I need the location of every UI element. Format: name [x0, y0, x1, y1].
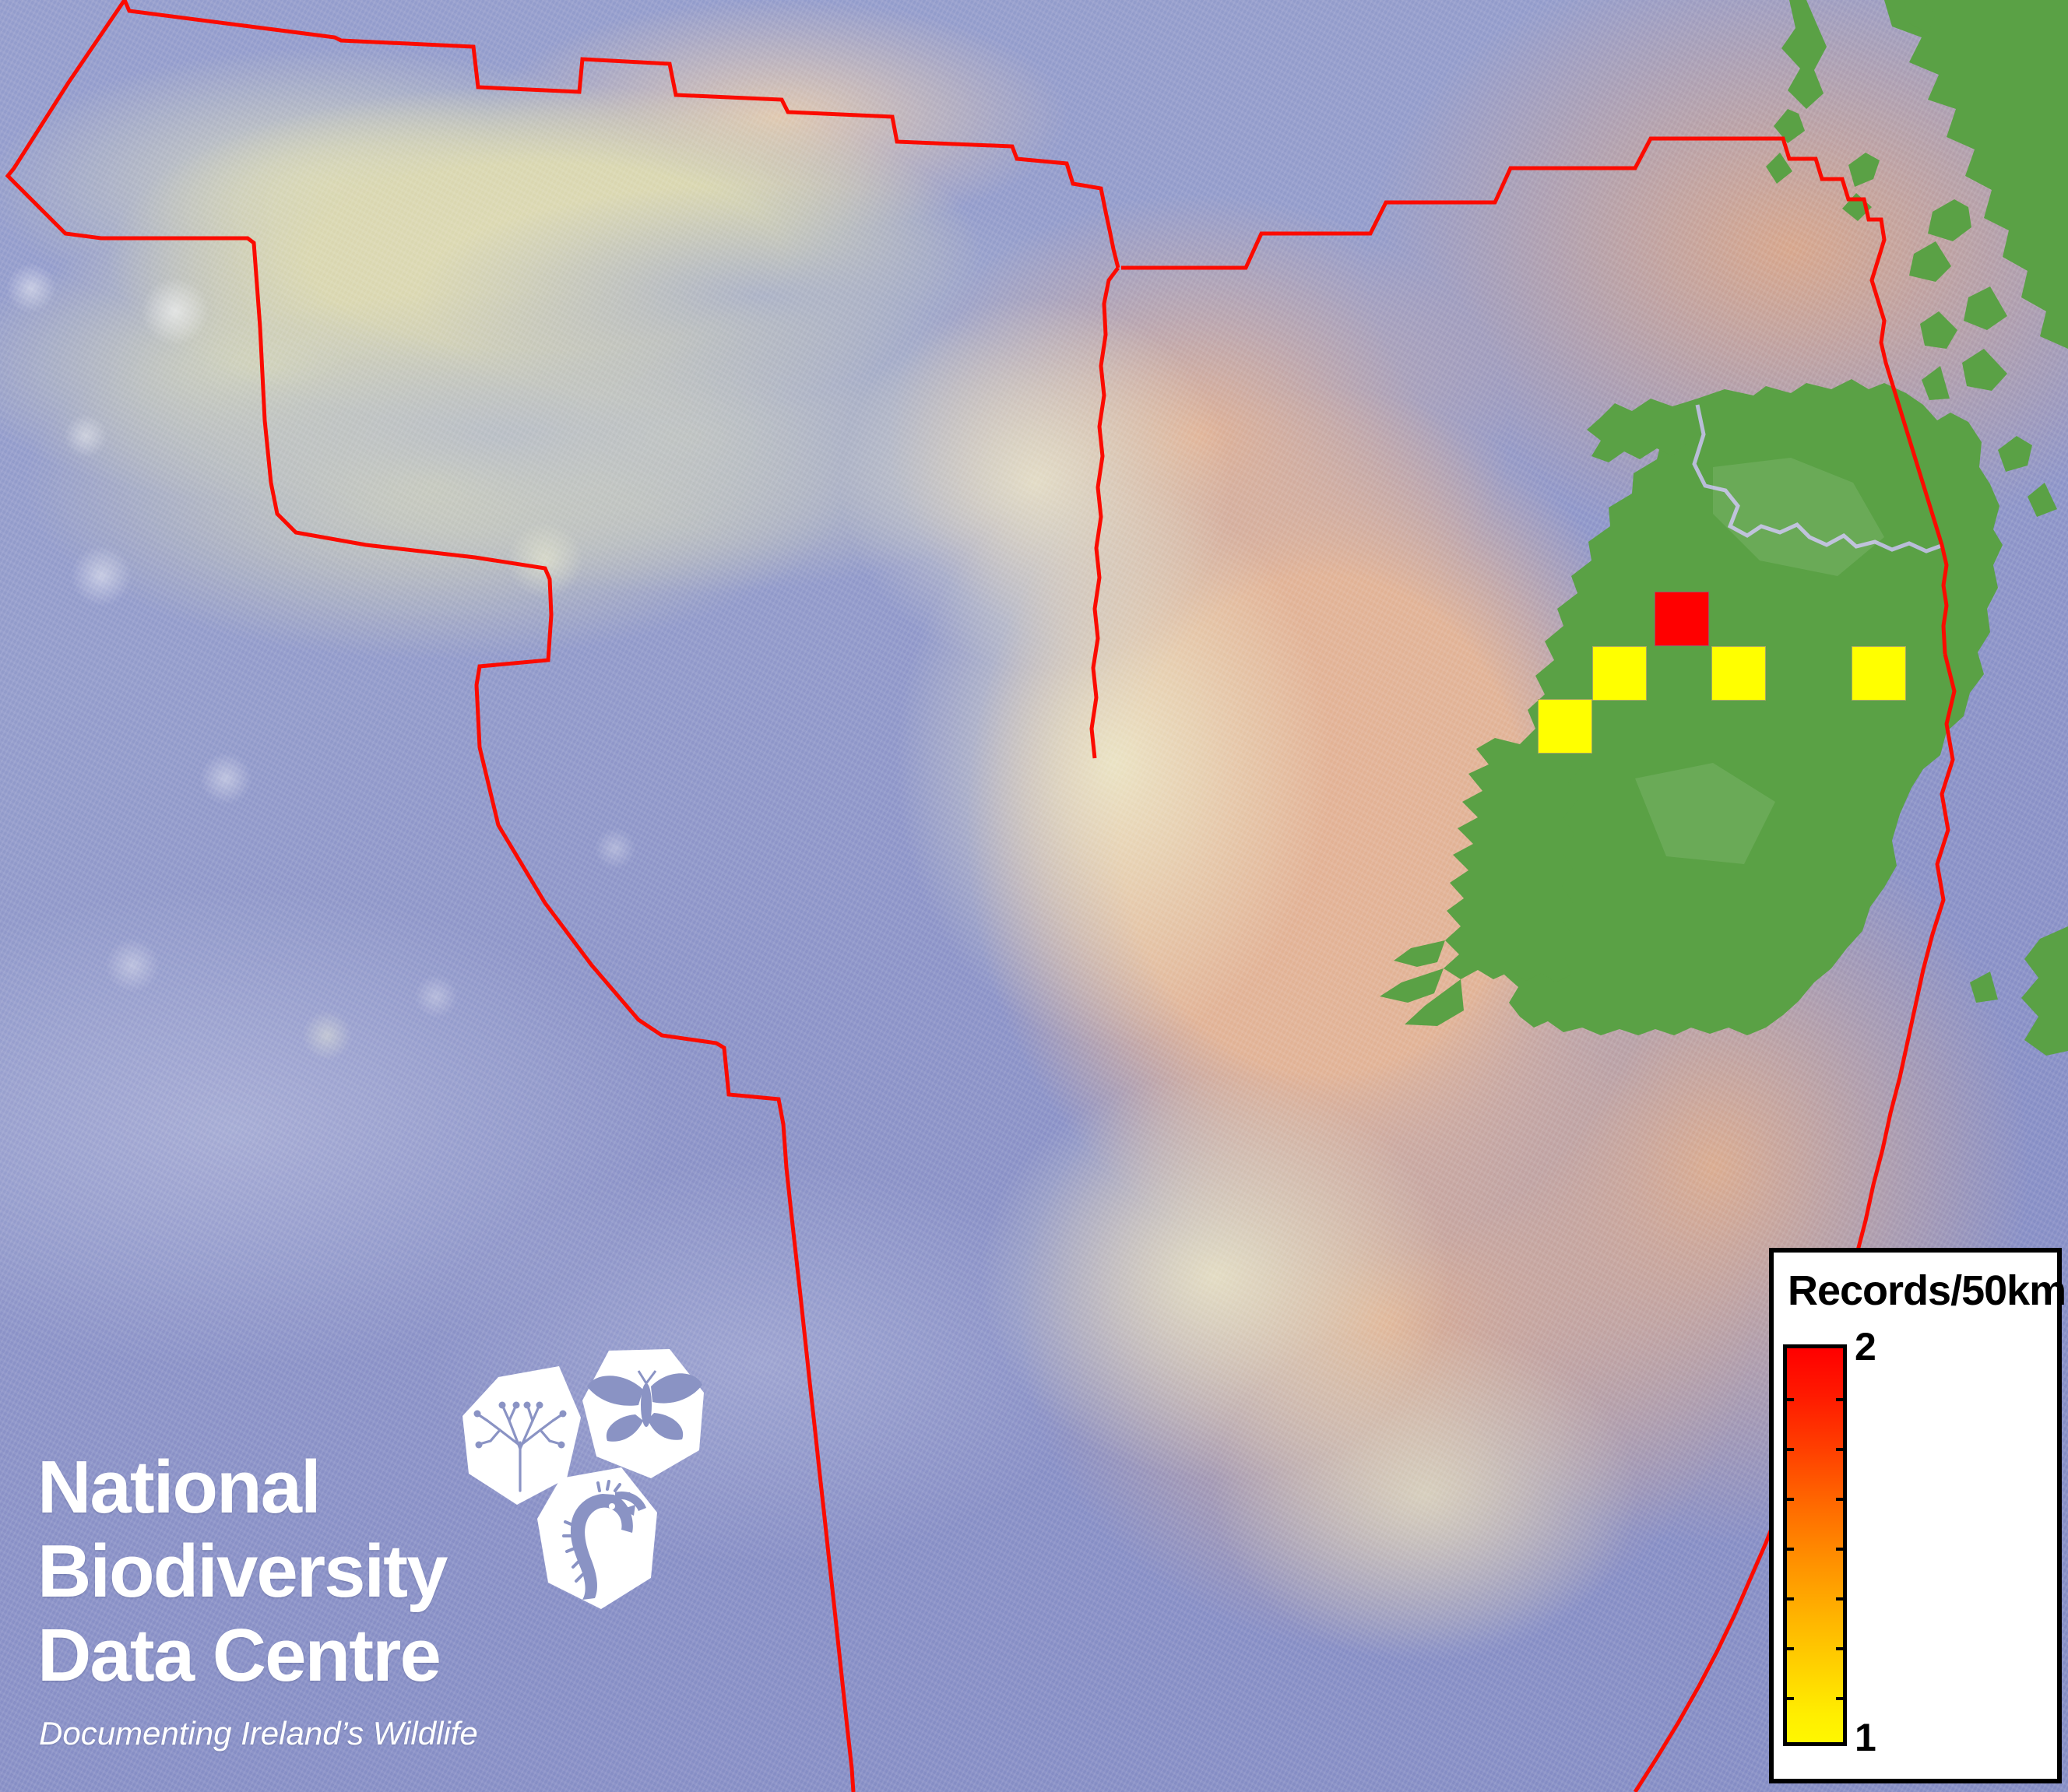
britain-island-fragment [1970, 972, 1998, 1003]
record-cell-value-1[interactable] [1592, 646, 1647, 701]
record-cell-value-1[interactable] [1852, 646, 1906, 701]
eez-boundary-line [122, 0, 1120, 269]
colorbar-tick [1785, 1597, 1794, 1601]
logo-line-2: Biodiversity [37, 1530, 448, 1613]
eez-boundary-northeast-stepped [1752, 136, 1949, 655]
colorbar-tick [1785, 1647, 1794, 1650]
record-cell-value-1[interactable] [1538, 699, 1592, 754]
legend-colorbar [1783, 1344, 1847, 1746]
record-cell-value-1[interactable] [1711, 646, 1766, 701]
scotland-hebrides-outer [1766, 0, 2007, 400]
logo-line-3: Data Centre [37, 1614, 441, 1697]
logo-line-1: National [37, 1446, 322, 1529]
colorbar-tick [1836, 1448, 1845, 1451]
nbdc-logo: National Biodiversity Data Centre Docume… [37, 1349, 707, 1787]
ireland-southwest-peninsulas [1380, 940, 1464, 1026]
northern-ireland-border [1692, 404, 1944, 553]
colorbar-tick [1785, 1448, 1794, 1451]
colorbar-tick [1785, 1398, 1794, 1401]
ireland-northwest-donegal [1587, 399, 1699, 462]
colorbar-tick [1836, 1398, 1845, 1401]
butterfly-hexagon-icon [582, 1349, 704, 1478]
britain-west-coast-sliver [2021, 926, 2068, 1056]
logo-tagline: Documenting Ireland’s Wildlife [39, 1715, 478, 1752]
legend-max-label: 2 [1855, 1325, 1876, 1369]
eez-boundary-east-irish-sea [1089, 266, 1120, 759]
seahorse-hexagon-icon [537, 1467, 657, 1609]
colorbar-tick [1836, 1647, 1845, 1650]
eez-boundary-south [1633, 653, 1957, 1792]
logo-hexagon-marks [462, 1349, 704, 1609]
legend-min-label: 1 [1855, 1716, 1876, 1759]
colorbar-tick [1836, 1697, 1845, 1700]
colorbar-tick [1836, 1597, 1845, 1601]
colorbar-tick [1836, 1498, 1845, 1501]
ireland-west-coast-detail [1444, 738, 1582, 982]
eez-boundary-north-shelf-step [1121, 136, 1752, 270]
record-cell-value-2[interactable] [1655, 592, 1709, 646]
legend-title: Records/50km [1788, 1267, 2066, 1314]
scotland-landmass [1884, 0, 2068, 349]
colorbar-tick [1785, 1697, 1794, 1700]
colorbar-tick [1785, 1548, 1794, 1551]
colorbar-tick [1836, 1548, 1845, 1551]
eez-boundary-north-atlantic [5, 0, 856, 1792]
ireland-relief-highlight [1635, 458, 1884, 864]
plant-hexagon-icon [462, 1366, 581, 1505]
colorbar-tick [1785, 1498, 1794, 1501]
map-legend: Records/50km 2 1 [1769, 1248, 2066, 1783]
islay-kintyre-fragment [1998, 436, 2057, 517]
